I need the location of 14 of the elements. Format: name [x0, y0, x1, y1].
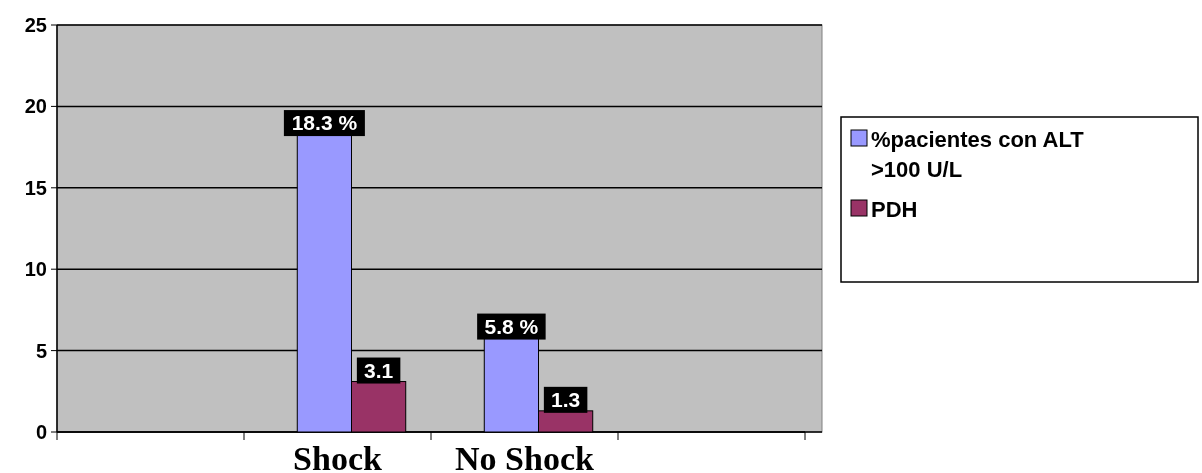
- y-tick-label: 20: [24, 95, 47, 118]
- x-tick-label: No Shock: [455, 440, 595, 473]
- legend-label: PDH: [871, 197, 918, 222]
- y-tick-label: 5: [35, 339, 47, 362]
- data-label: 18.3 %: [291, 111, 358, 135]
- data-label: 3.1: [364, 358, 394, 382]
- data-label: 5.8 %: [484, 314, 539, 338]
- x-tick-label: Shock: [293, 440, 382, 473]
- data-label: 1.3: [551, 387, 581, 411]
- y-tick-label: 15: [24, 176, 47, 199]
- y-tick-label: 0: [35, 421, 47, 443]
- legend-label: %pacientes con ALT >100 U/L: [871, 127, 1085, 182]
- y-tick-label: 10: [24, 258, 47, 281]
- y-tick-label: 25: [24, 14, 47, 36]
